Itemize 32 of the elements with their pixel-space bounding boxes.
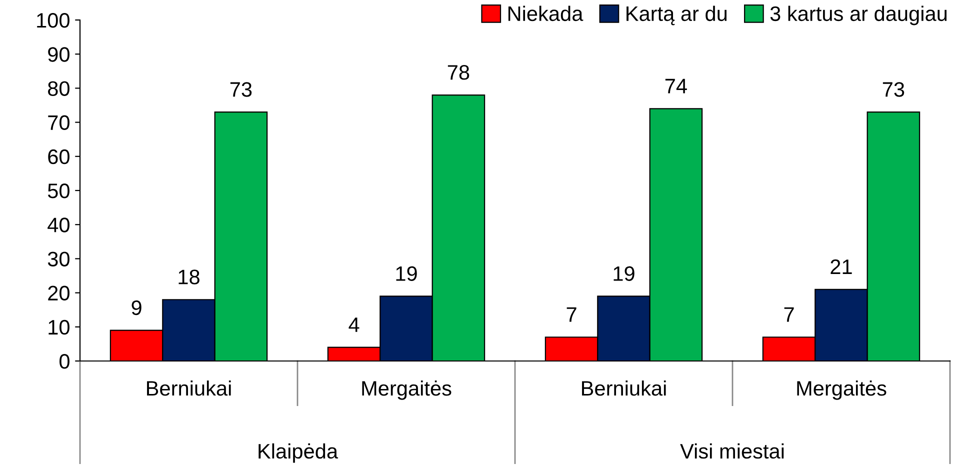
legend-label: Kartą ar du bbox=[626, 6, 727, 26]
y-tick-label: 10 bbox=[48, 320, 70, 335]
legend-label: 3 kartus ar daugiau bbox=[770, 6, 947, 26]
y-tick-label: 40 bbox=[48, 218, 70, 232]
x-tick-label: Mergaitės bbox=[362, 380, 452, 400]
data-label: 19 bbox=[396, 266, 417, 281]
data-label: 7 bbox=[784, 307, 794, 322]
y-tick-label: 70 bbox=[48, 115, 70, 130]
y-tick-label: 60 bbox=[48, 149, 70, 164]
data-label: 19 bbox=[614, 266, 634, 281]
data-label: 21 bbox=[830, 259, 852, 274]
y-tick-label: 50 bbox=[48, 184, 70, 198]
text: Klaipėda bbox=[258, 443, 338, 463]
y-tick-label: 80 bbox=[48, 81, 70, 96]
data-label: 78 bbox=[448, 65, 470, 80]
legend-label: Niekada bbox=[508, 6, 584, 22]
data-label: 73 bbox=[882, 82, 904, 97]
data-label: 18 bbox=[178, 270, 200, 284]
y-tick-label: 20 bbox=[48, 286, 70, 301]
data-label: 7 bbox=[566, 307, 576, 322]
y-tick-label: 100 bbox=[37, 13, 70, 28]
data-label: 74 bbox=[665, 78, 687, 94]
y-tick-label: 90 bbox=[48, 47, 70, 62]
x-tick-label: Mergaitės bbox=[797, 380, 886, 400]
data-label: 9 bbox=[132, 300, 142, 316]
x-tick-label: Berniukai bbox=[147, 380, 231, 396]
data-label: 73 bbox=[230, 82, 252, 97]
text: Visi miestai bbox=[680, 443, 784, 459]
y-tick-label: 0 bbox=[60, 354, 70, 369]
y-tick-label: 30 bbox=[48, 252, 70, 266]
data-label: 4 bbox=[348, 318, 360, 332]
x-tick-label: Berniukai bbox=[582, 380, 666, 396]
